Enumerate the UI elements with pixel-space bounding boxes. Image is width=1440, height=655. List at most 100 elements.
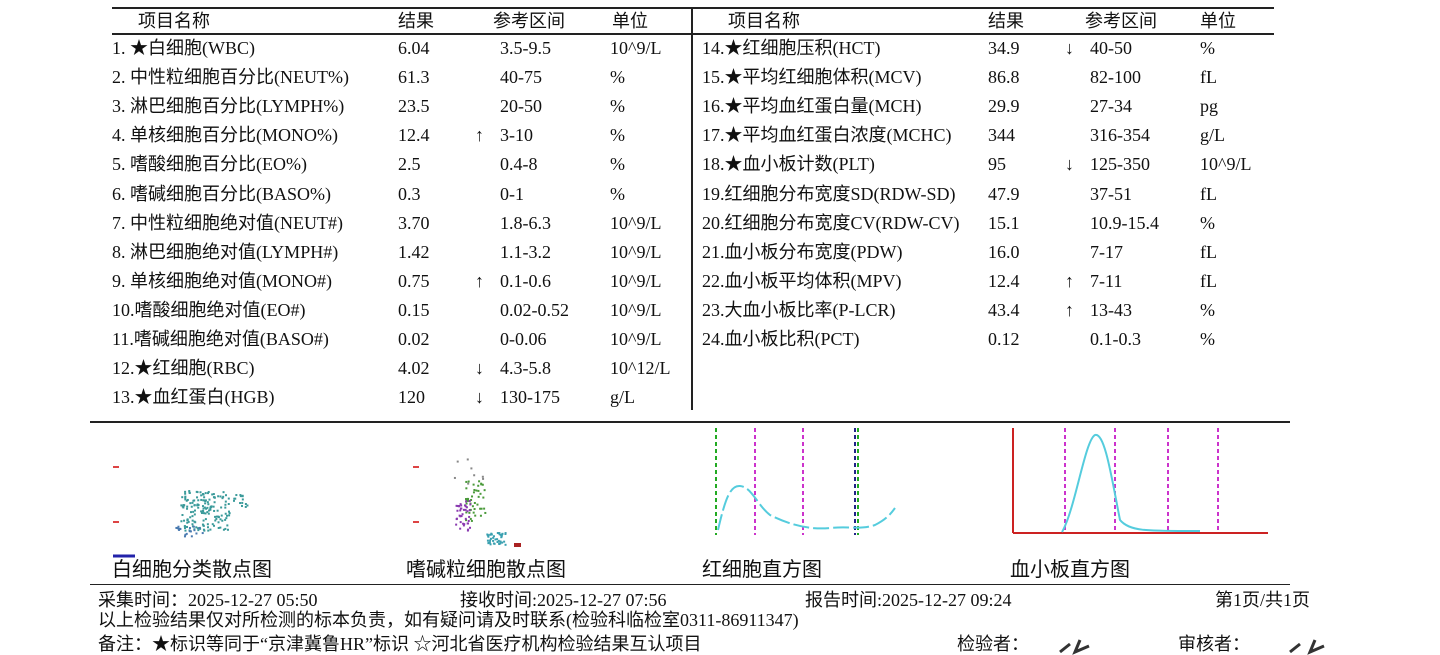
scatter-dot [483,507,486,510]
scatter-dot [217,521,220,524]
scatter-dot [499,533,502,536]
scatter-dot [180,504,183,507]
unit: fL [1200,270,1217,291]
scatter-dot [219,518,222,521]
scatter-dot [222,528,225,531]
scatter-dot [190,505,193,508]
scatter-dot [206,523,209,526]
item-name: 3. 淋巴细胞百分比(LYMPH%) [112,96,345,117]
scatter-dot [191,519,194,522]
collect-time: 采集时间：2025-12-27 05:50 [98,590,318,610]
scatter-dot [469,517,472,520]
item-name: 10.嗜酸细胞绝对值(EO#) [112,299,306,320]
scatter-dot [192,510,195,513]
reference-range: 4.3-5.8 [500,358,551,379]
item-name: 19.红细胞分布宽度SD(RDW-SD) [702,183,956,204]
item-name: 13.★血红蛋白(HGB) [112,387,275,408]
scatter-dot [200,510,203,513]
reference-range: 7-17 [1090,241,1123,262]
item-name: 20.红细胞分布宽度CV(RDW-CV) [702,212,960,233]
item-name: 5. 嗜酸细胞百分比(EO%) [112,154,307,175]
column-header: 参考区间 [493,11,565,31]
result: 43.4 [988,299,1020,320]
scatter-dot [207,492,210,495]
scatter-dot [204,500,207,503]
scatter-dot [468,511,471,514]
scatter-dot [204,512,207,515]
unit: % [610,67,625,88]
scatter-dot [178,527,181,530]
scatter-dot [468,500,471,503]
scatter-dot [456,509,459,512]
scatter-dot [224,512,227,515]
scatter-dot [203,496,206,499]
scatter-dot [193,520,196,523]
scatter-dot [192,525,195,528]
disclaimer: 以上检验结果仅对所检测的标本负责，如有疑问请及时联系(检验科临检室0311-86… [98,610,799,630]
scatter-dot [193,529,196,532]
unit: fL [1200,183,1217,204]
flag: ↑ [475,270,484,291]
scatter-dot [189,502,192,505]
scatter-dot [480,507,483,510]
scatter-dot [196,491,199,494]
scatter-dot [219,526,222,529]
scatter-dot [459,521,462,524]
unit: 10^9/L [1200,154,1252,175]
scatter-dot [484,511,487,514]
column-header: 参考区间 [1085,11,1157,31]
scatter-dot [183,525,186,528]
item-name: 4. 单核细胞百分比(MONO%) [112,125,338,146]
scatter-dot [193,509,196,512]
scatter-dot [453,476,456,479]
scatter-dot [211,493,214,496]
column-header: 单位 [612,11,648,31]
result: 86.8 [988,67,1020,88]
scatter-dot [470,467,473,470]
scatter-dot [221,497,224,500]
scatter-dot [181,496,184,499]
unit: 10^9/L [610,270,662,291]
unit: 10^12/L [610,358,671,379]
scatter-dot [459,509,462,512]
scatter-dot [239,495,242,498]
scatter-dot [186,505,189,508]
unit: pg [1200,96,1218,117]
scatter-dot [183,527,186,530]
reference-range: 0.1-0.3 [1090,329,1141,349]
scatter-dot [469,508,472,511]
scatter-dot [189,516,192,519]
scatter-dot [500,536,503,539]
item-name: 17.★平均血红蛋白浓度(MCHC) [702,125,952,146]
result: 2.5 [398,154,421,175]
unit: % [1200,38,1215,58]
reference-range: 1.8-6.3 [500,212,551,233]
scatter-dot [486,539,489,542]
scatter-dot [198,527,201,530]
scatter-dot [462,508,465,511]
scatter-dot [246,504,249,507]
item-name: 9. 单核细胞绝对值(MONO#) [112,270,332,291]
scatter-dot [192,499,195,502]
scatter-dot [225,517,228,520]
scatter-dot [472,483,475,486]
scatter-dot [465,519,468,522]
scatter-dot [190,511,193,514]
unit: fL [1200,67,1217,88]
scatter-dot [479,507,482,510]
scatter-dot [244,505,247,508]
scatter-dot [215,515,218,518]
unit: 10^9/L [610,241,662,262]
item-name: 22.血小板平均体积(MPV) [702,270,902,291]
scatter-dot [224,527,227,530]
scatter-dot [487,535,490,538]
scatter-dot [204,492,207,495]
unit: g/L [1200,125,1225,146]
rule [112,7,1274,9]
scatter-dot [183,519,186,522]
result: 0.3 [398,183,421,204]
scatter-dot [467,522,470,525]
reference-range: 316-354 [1090,125,1150,146]
scatter-dot [227,497,230,500]
scatter-dot [465,500,468,503]
